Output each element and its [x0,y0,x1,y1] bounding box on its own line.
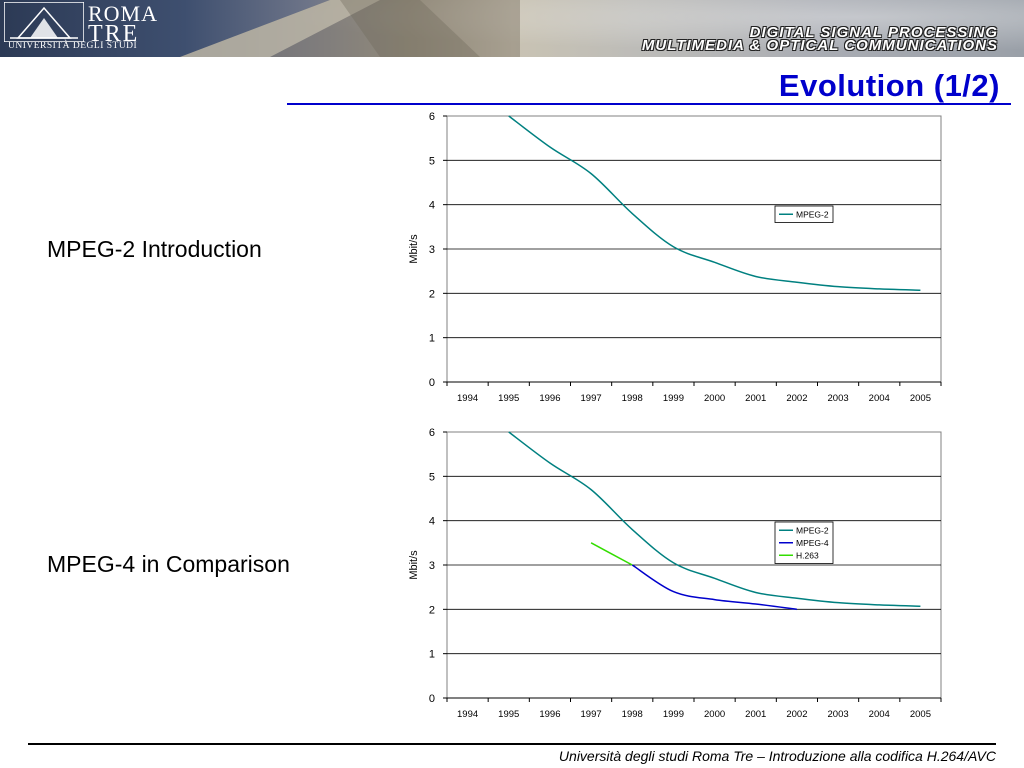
x-tick-label: 2002 [786,709,807,720]
logo-university-text: UNIVERSITÀ DEGLI STUDI [8,41,138,51]
x-tick-label: 2000 [704,709,725,720]
x-tick-label: 2000 [704,393,725,404]
x-tick-label: 2001 [745,709,766,720]
legend-box [774,205,834,223]
item-mpeg2-introduction: MPEG-2 Introduction [47,236,262,262]
y-tick-label: 6 [429,111,435,123]
legend-label: MPEG-2 [796,209,829,219]
x-tick-label: 1997 [581,709,602,720]
x-tick-label: 1995 [498,393,519,404]
y-tick-label: 5 [429,155,435,167]
y-tick-label: 0 [429,693,435,705]
footer-rule [28,743,996,745]
y-tick-label: 1 [429,649,435,661]
header-banner: ROMA TRE UNIVERSITÀ DEGLI STUDI DIGITAL … [0,0,1024,57]
series-line-mpeg-2 [508,115,921,291]
roma-tre-emblem-icon [4,2,84,42]
x-tick-label: 2005 [910,393,931,404]
logo-roma-text: ROMA [88,1,159,26]
slide-title: Evolution (1/2) [778,68,1000,103]
x-tick-label: 1996 [539,393,560,404]
y-axis-label: Mbit/s [408,550,420,580]
y-tick-label: 4 [429,516,435,528]
x-tick-label: 2004 [869,709,890,720]
y-tick-label: 1 [429,333,435,345]
y-axis-label: Mbit/s [408,234,420,264]
tagline-line2: MULTIMEDIA & OPTICAL COMMUNICATIONS [641,37,998,54]
y-tick-label: 2 [429,288,435,300]
x-tick-label: 1999 [663,709,684,720]
x-tick-label: 1995 [498,709,519,720]
x-tick-label: 1996 [539,709,560,720]
x-tick-label: 2001 [745,393,766,404]
x-tick-label: 1998 [622,709,643,720]
x-tick-label: 1997 [581,393,602,404]
series-line-mpeg-2 [508,431,921,607]
y-tick-label: 5 [429,471,435,483]
series-line-h-263 [590,542,633,566]
y-tick-label: 2 [429,604,435,616]
x-tick-label: 2004 [869,393,890,404]
y-tick-label: 3 [429,244,435,256]
x-tick-label: 1994 [457,709,478,720]
series-line-mpeg-4 [631,564,798,611]
x-tick-label: 2002 [786,393,807,404]
x-tick-label: 1998 [622,393,643,404]
legend-label: MPEG-4 [796,538,829,548]
pyramid-image [180,0,520,57]
y-tick-label: 6 [429,427,435,439]
tagline-line1: DIGITAL SIGNAL PROCESSING [749,24,998,41]
legend-label: MPEG-2 [796,525,829,535]
y-tick-label: 4 [429,200,435,212]
item-mpeg4-comparison: MPEG-4 in Comparison [47,551,290,577]
y-tick-label: 0 [429,377,435,389]
chart-mpeg-comparison: 0 1 2 3 4 5 6 1994 1995 1996 1997 1998 1999 2000 2001 2… [408,427,942,720]
y-tick-label: 3 [429,560,435,572]
x-tick-label: 2003 [828,709,849,720]
footer-text: Università degli studi Roma Tre – Introd… [558,748,996,764]
chart-mpeg2: 0 1 2 3 4 5 6 1994 1995 1996 1997 1998 1999 2000 2001 2… [408,111,942,404]
x-tick-label: 1994 [457,393,478,404]
university-logo: ROMA TRE UNIVERSITÀ DEGLI STUDI [4,2,180,52]
x-tick-label: 1999 [663,393,684,404]
title-underline [287,103,1011,105]
logo-tre-text: TRE [88,21,140,47]
x-tick-label: 2003 [828,393,849,404]
x-tick-label: 2005 [910,709,931,720]
legend-label: H.263 [796,550,819,560]
